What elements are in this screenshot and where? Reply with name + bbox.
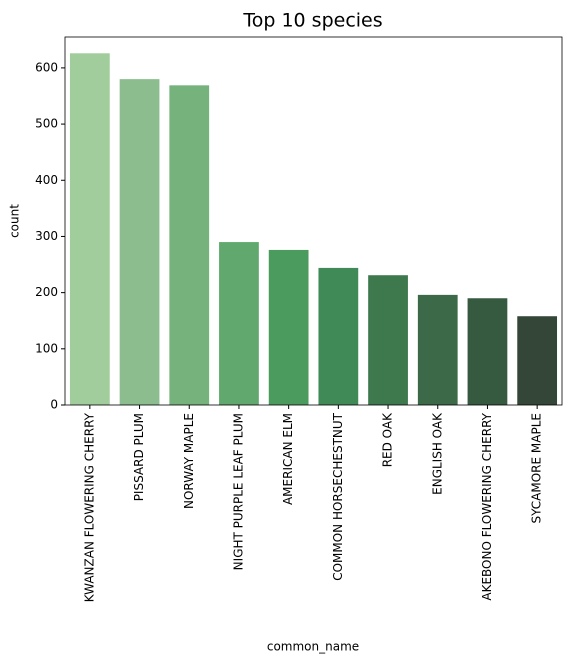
y-tick-label: 600	[35, 60, 58, 74]
bar	[119, 79, 160, 406]
bar	[318, 267, 359, 405]
bar	[417, 294, 458, 405]
bar	[169, 85, 210, 405]
y-tick-label: 400	[35, 173, 58, 187]
x-tick-label: AMERICAN ELM	[281, 413, 295, 505]
x-axis-label: common_name	[267, 640, 359, 654]
x-tick-label: PISSARD PLUM	[132, 413, 146, 501]
bar	[517, 316, 558, 405]
x-tick-label: ENGLISH OAK	[430, 412, 444, 495]
y-tick-label: 200	[35, 285, 58, 299]
y-tick-label: 500	[35, 117, 58, 131]
x-tick-label: RED OAK	[381, 412, 395, 467]
y-axis-label: count	[8, 204, 22, 238]
bar	[219, 242, 259, 405]
plot-frame	[64, 36, 563, 406]
y-tick-label: 100	[35, 341, 58, 355]
x-tick-label: SYCAMORE MAPLE	[530, 413, 544, 523]
x-tick-label: COMMON HORSECHESTNUT	[331, 412, 345, 580]
y-tick-label: 300	[35, 229, 58, 243]
bar	[268, 249, 309, 405]
bar	[467, 298, 508, 405]
x-tick-label: AKEBONO FLOWERING CHERRY	[480, 412, 494, 600]
chart-title: Top 10 species	[242, 10, 382, 32]
x-tick-label: NIGHT PURPLE LEAF PLUM	[231, 413, 245, 570]
bar	[69, 53, 110, 406]
x-tick-label: NORWAY MAPLE	[182, 413, 196, 509]
bar	[368, 275, 408, 405]
y-tick-label: 0	[50, 398, 58, 412]
x-tick-label: KWANZAN FLOWERING CHERRY	[82, 412, 96, 602]
